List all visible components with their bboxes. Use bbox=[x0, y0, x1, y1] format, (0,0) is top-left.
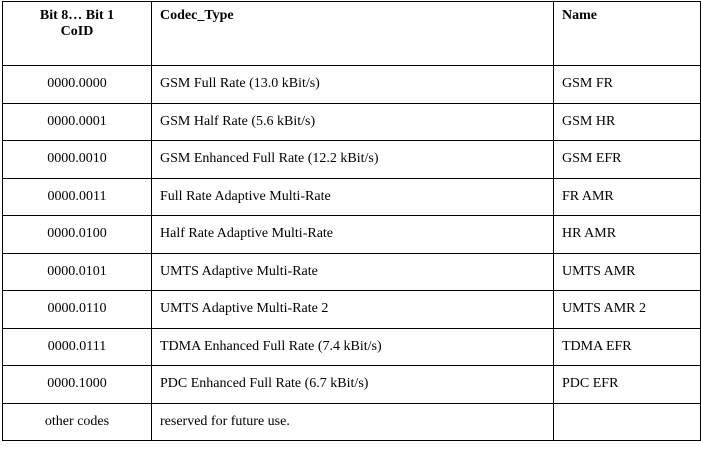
cell-name: GSM EFR bbox=[553, 140, 701, 179]
cell-coid: 0000.0000 bbox=[2, 65, 152, 104]
table-row: 0000.0101 UMTS Adaptive Multi-Rate UMTS … bbox=[2, 252, 701, 291]
header-name: Name bbox=[553, 1, 701, 66]
cell-codec-type: reserved for future use. bbox=[151, 402, 554, 441]
cell-coid: 0000.0111 bbox=[2, 327, 152, 366]
cell-codec-type: Full Rate Adaptive Multi-Rate bbox=[151, 177, 554, 216]
cell-name: TDMA EFR bbox=[553, 327, 701, 366]
table-row: 0000.0100 Half Rate Adaptive Multi-Rate … bbox=[2, 215, 701, 254]
table-row: 0000.0000 GSM Full Rate (13.0 kBit/s) GS… bbox=[2, 65, 701, 104]
table-row: 0000.0111 TDMA Enhanced Full Rate (7.4 k… bbox=[2, 327, 701, 366]
cell-name: UMTS AMR bbox=[553, 252, 701, 291]
cell-codec-type: GSM Full Rate (13.0 kBit/s) bbox=[151, 65, 554, 104]
header-coid-label: CoID bbox=[60, 24, 94, 39]
cell-coid: other codes bbox=[2, 402, 152, 441]
codec-table: Bit 8… Bit 1 CoID Codec_Type Name 0000.0… bbox=[2, 1, 701, 441]
cell-coid: 0000.0001 bbox=[2, 102, 152, 141]
header-coid-bits: Bit 8… Bit 1 bbox=[39, 8, 115, 23]
cell-codec-type: GSM Enhanced Full Rate (12.2 kBit/s) bbox=[151, 140, 554, 179]
cell-codec-type: TDMA Enhanced Full Rate (7.4 kBit/s) bbox=[151, 327, 554, 366]
cell-coid: 0000.0110 bbox=[2, 290, 152, 329]
cell-coid: 0000.0100 bbox=[2, 215, 152, 254]
cell-name: UMTS AMR 2 bbox=[553, 290, 701, 329]
cell-name: GSM FR bbox=[553, 65, 701, 104]
cell-name: GSM HR bbox=[553, 102, 701, 141]
table-header-row: Bit 8… Bit 1 CoID Codec_Type Name bbox=[2, 1, 701, 66]
cell-coid: 0000.1000 bbox=[2, 365, 152, 404]
cell-name: PDC EFR bbox=[553, 365, 701, 404]
header-coid: Bit 8… Bit 1 CoID bbox=[2, 1, 152, 66]
table-row: 0000.0110 UMTS Adaptive Multi-Rate 2 UMT… bbox=[2, 290, 701, 329]
table-row: 0000.0010 GSM Enhanced Full Rate (12.2 k… bbox=[2, 140, 701, 179]
cell-coid: 0000.0011 bbox=[2, 177, 152, 216]
cell-codec-type: PDC Enhanced Full Rate (6.7 kBit/s) bbox=[151, 365, 554, 404]
cell-name: HR AMR bbox=[553, 215, 701, 254]
cell-codec-type: GSM Half Rate (5.6 kBit/s) bbox=[151, 102, 554, 141]
cell-coid: 0000.0010 bbox=[2, 140, 152, 179]
cell-codec-type: UMTS Adaptive Multi-Rate bbox=[151, 252, 554, 291]
table-row: 0000.0001 GSM Half Rate (5.6 kBit/s) GSM… bbox=[2, 102, 701, 141]
cell-coid: 0000.0101 bbox=[2, 252, 152, 291]
cell-name bbox=[553, 402, 701, 441]
header-codec-type: Codec_Type bbox=[151, 1, 554, 66]
cell-name: FR AMR bbox=[553, 177, 701, 216]
table-row: 0000.0011 Full Rate Adaptive Multi-Rate … bbox=[2, 177, 701, 216]
table-row: 0000.1000 PDC Enhanced Full Rate (6.7 kB… bbox=[2, 365, 701, 404]
table-row: other codes reserved for future use. bbox=[2, 402, 701, 441]
cell-codec-type: UMTS Adaptive Multi-Rate 2 bbox=[151, 290, 554, 329]
cell-codec-type: Half Rate Adaptive Multi-Rate bbox=[151, 215, 554, 254]
